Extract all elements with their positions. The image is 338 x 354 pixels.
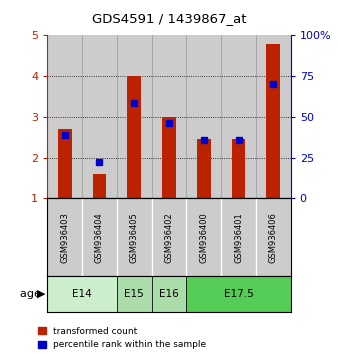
Text: E14: E14 — [72, 289, 92, 299]
Bar — [117, 276, 152, 312]
Bar — [186, 35, 221, 198]
Text: E17.5: E17.5 — [224, 289, 254, 299]
Bar — [47, 276, 117, 312]
Text: GSM936405: GSM936405 — [130, 212, 139, 263]
Bar — [221, 35, 256, 198]
Bar — [162, 117, 176, 198]
Bar — [197, 139, 211, 198]
Text: GSM936404: GSM936404 — [95, 212, 104, 263]
Bar — [93, 174, 106, 198]
Legend: transformed count, percentile rank within the sample: transformed count, percentile rank withi… — [38, 327, 206, 349]
Bar — [47, 198, 82, 276]
Bar — [58, 129, 72, 198]
Text: GDS4591 / 1439867_at: GDS4591 / 1439867_at — [92, 12, 246, 25]
Bar — [256, 198, 291, 276]
Text: GSM936402: GSM936402 — [165, 212, 173, 263]
Bar — [117, 35, 152, 198]
Bar — [266, 44, 280, 198]
Bar — [117, 198, 152, 276]
Text: GSM936406: GSM936406 — [269, 212, 278, 263]
Text: ▶: ▶ — [37, 289, 46, 299]
Bar — [152, 198, 186, 276]
Bar — [186, 198, 221, 276]
Text: E15: E15 — [124, 289, 144, 299]
Bar — [221, 198, 256, 276]
Bar — [152, 276, 186, 312]
Text: GSM936401: GSM936401 — [234, 212, 243, 263]
Bar — [232, 139, 245, 198]
Bar — [127, 76, 141, 198]
Text: E16: E16 — [159, 289, 179, 299]
Bar — [186, 276, 291, 312]
Text: GSM936403: GSM936403 — [60, 212, 69, 263]
Bar — [256, 35, 291, 198]
Bar — [82, 198, 117, 276]
Text: age: age — [20, 289, 44, 299]
Bar — [47, 35, 82, 198]
Text: GSM936400: GSM936400 — [199, 212, 208, 263]
Bar — [82, 35, 117, 198]
Bar — [152, 35, 186, 198]
